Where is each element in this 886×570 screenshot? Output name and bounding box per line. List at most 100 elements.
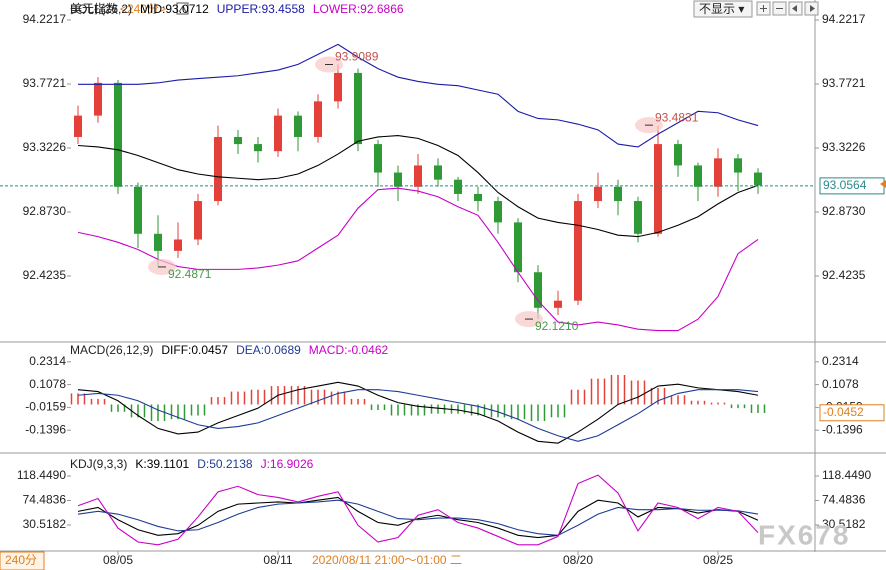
y-tick-label: -0.1396: [25, 422, 66, 436]
candle-body: [414, 165, 422, 187]
legend-label: LOWER:92.6866: [313, 2, 404, 16]
y-tick-label: 93.3226: [23, 140, 67, 154]
y-tick-label: 0.1078: [822, 377, 859, 391]
icon-glyph: [792, 5, 797, 12]
x-tick-label: 08/25: [703, 553, 733, 567]
candle-body: [594, 186, 602, 202]
extreme-label: 92.1210: [535, 319, 579, 333]
candle-body: [694, 165, 702, 187]
candle-body: [674, 144, 682, 166]
legend-label: MACD(26,12,9): [70, 343, 153, 357]
legend-label: DEA:0.0689: [236, 343, 301, 357]
y-tick-label: 92.4235: [23, 268, 67, 282]
candle-body: [734, 158, 742, 173]
indicator-line: [77, 134, 759, 238]
candle-body: [214, 136, 222, 202]
candle-body: [434, 165, 442, 180]
icon-glyph: [760, 5, 767, 12]
y-tick-label: 118.4490: [17, 468, 66, 482]
indicator-icon-glyph: [178, 5, 187, 13]
x-tick-label: 08/11: [263, 553, 292, 567]
candle-body: [174, 239, 182, 251]
y-tick-label: 118.4490: [822, 468, 871, 482]
legend-label: K:39.1101: [135, 457, 189, 471]
y-tick-label: 93.7721: [822, 76, 866, 90]
candle-body: [654, 144, 662, 234]
candle-body: [114, 82, 122, 187]
y-tick-label: 92.8730: [822, 204, 866, 218]
last-value-label: -0.0452: [823, 405, 864, 419]
indicator-line: [77, 381, 759, 444]
y-tick-label: 0.2314: [822, 354, 859, 368]
legend-label: UPPER:93.4558: [217, 2, 305, 16]
toolbar-icons: [756, 1, 819, 16]
candle-body: [354, 72, 362, 145]
instrument-title: 美元指数: [70, 1, 118, 16]
legend-label: J:16.9026: [261, 457, 314, 471]
cursor-time: 2020/08/11 21:00～01:00 二: [312, 553, 462, 567]
dropdown[interactable]: [693, 0, 753, 18]
indicator-line: [77, 496, 759, 539]
period-box[interactable]: [0, 551, 45, 570]
watermark: FX678: [758, 519, 851, 550]
indicator-line: [77, 499, 759, 536]
y-tick-label: 30.5182: [822, 517, 866, 531]
indicator-icon[interactable]: [176, 2, 189, 15]
y-tick-label: 93.3226: [822, 140, 866, 154]
candle-body: [394, 172, 402, 187]
legend-label: MACD:-0.0462: [309, 343, 389, 357]
x-tick-label: 08/05: [103, 553, 133, 567]
last-value-label: 93.0564: [823, 178, 867, 192]
y-tick-label: 94.2217: [822, 12, 866, 26]
indicator-line: [78, 43, 759, 148]
legend-label: BOLL(26,2): [70, 2, 132, 16]
candle-body: [754, 172, 762, 186]
legend-label: MID:93.0712: [140, 2, 209, 16]
last-price-arrow: [880, 180, 886, 188]
legend-label: DIFF:0.0457: [161, 343, 228, 357]
candle-body: [334, 72, 342, 102]
extreme-label: 92.4871: [168, 267, 212, 281]
x-tick-label: 08/20: [563, 553, 593, 567]
last-value-box: [819, 404, 885, 422]
candle-body: [194, 201, 202, 240]
extreme-label: 93.4831: [655, 110, 699, 124]
y-tick-label: -0.0159: [25, 400, 66, 414]
indicator-line: [77, 474, 759, 546]
y-tick-label: 94.2217: [23, 12, 67, 26]
y-tick-label: 0.2314: [29, 354, 66, 368]
period-label[interactable]: <240分>: [120, 2, 166, 16]
candle-body: [374, 144, 382, 173]
y-tick-label: 30.5182: [23, 517, 67, 531]
candle-body: [534, 272, 542, 308]
y-tick-label: -0.1396: [822, 422, 863, 436]
candle-body: [314, 101, 322, 137]
candle-body: [154, 233, 162, 251]
indicator-line: [77, 389, 759, 442]
y-tick-label: 92.4235: [822, 268, 866, 282]
legend-label: D:50.2138: [197, 457, 253, 471]
y-tick-label: 74.4836: [822, 493, 866, 507]
candle-body: [634, 201, 642, 234]
candle-body: [614, 186, 622, 202]
y-tick-label: 92.8730: [23, 204, 67, 218]
candle-body: [294, 115, 302, 137]
candle-body: [474, 193, 482, 202]
y-tick-label: 0.1078: [29, 377, 66, 391]
indicator-line: [77, 187, 759, 332]
candle-body: [274, 115, 282, 152]
extreme-label: 93.9089: [335, 50, 379, 64]
y-tick-label: 74.4836: [23, 493, 67, 507]
candle-body: [254, 144, 262, 152]
candle-body: [554, 300, 562, 308]
period-box-label[interactable]: 240分: [5, 553, 37, 567]
dropdown-label[interactable]: 不显示 ▾: [699, 2, 744, 16]
candle-body: [574, 201, 582, 301]
legend-label: KDJ(9,3,3): [70, 457, 127, 471]
candle-body: [74, 115, 82, 137]
candle-body: [494, 201, 502, 223]
candle-body: [134, 186, 142, 234]
candle-body: [514, 222, 522, 273]
